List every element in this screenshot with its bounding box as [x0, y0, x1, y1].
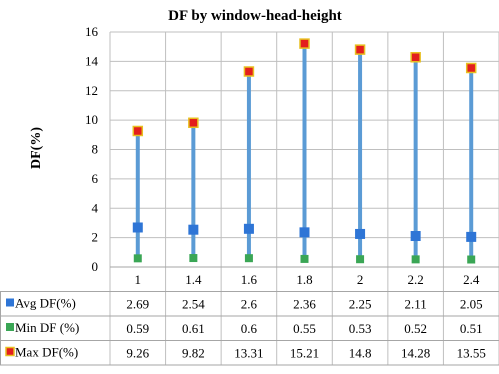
table-cell: 2.11: [405, 297, 427, 312]
table-cell: 2.36: [293, 297, 316, 312]
table-row-label: Max DF(%): [15, 345, 78, 360]
range-bars: [135, 43, 474, 260]
max-marker: [410, 52, 421, 63]
table-cell: 13.55: [457, 346, 486, 361]
table-cell: 9.26: [126, 346, 149, 361]
y-tick-label: 2: [92, 230, 99, 245]
avg-marker: [243, 223, 254, 234]
data-table: 1 1.4 1.6 1.8 2 2.2 2.4 Avg DF(%) 2.69 2.54 2.6 2.3…: [0, 266, 499, 366]
y-tick-label: 14: [85, 53, 99, 68]
table-cell: 2.69: [126, 297, 149, 312]
table-cell: 9.82: [182, 346, 205, 361]
max-marker: [132, 125, 144, 137]
x-tick-label: 2.2: [408, 272, 424, 287]
table-cell: 0.51: [460, 321, 483, 336]
min-marker: [300, 254, 309, 263]
min-marker: [133, 254, 142, 263]
x-tick-label: 1: [135, 272, 142, 287]
table-cell: 0.52: [404, 321, 427, 336]
avg-marker: [466, 231, 477, 242]
y-tick-label: 0: [92, 259, 99, 274]
min-marker: [356, 255, 365, 264]
table-cell: 14.28: [401, 346, 430, 361]
x-tick-label: 1.4: [185, 272, 202, 287]
y-tick-label: 12: [85, 83, 98, 98]
table-cell: 13.31: [234, 346, 263, 361]
legend-swatch: [6, 323, 14, 331]
table-cell: 0.53: [349, 321, 372, 336]
table-cell: 0.59: [126, 321, 149, 336]
min-marker: [411, 255, 420, 264]
y-tick-label: 4: [92, 200, 99, 215]
legend-swatch: [5, 346, 15, 357]
avg-marker: [410, 231, 421, 242]
y-tick-label: 6: [92, 171, 99, 186]
table-cell: 0.55: [293, 321, 316, 336]
table-cell: 15.21: [290, 346, 319, 361]
x-tick-label: 1.6: [241, 272, 258, 287]
x-tick-label: 1.8: [296, 272, 312, 287]
y-tick-label: 8: [92, 142, 99, 157]
min-marker: [244, 254, 253, 263]
x-tick-label: 2: [357, 272, 364, 287]
y-axis-label: DF(%): [29, 127, 44, 169]
avg-marker: [188, 224, 199, 235]
y-ticks: 0 2 4 6 8 10 12 14 16: [85, 24, 99, 274]
table-cell: 2.25: [349, 297, 372, 312]
max-marker: [354, 44, 366, 55]
min-marker: [189, 254, 198, 263]
avg-marker: [132, 222, 143, 233]
legend-swatch: [6, 298, 14, 307]
table-cell: 2.6: [241, 297, 258, 312]
table-cell: 2.05: [460, 297, 483, 312]
table-cell: 0.6: [241, 321, 258, 336]
table-row-label: Min DF (%): [15, 320, 79, 335]
max-marker: [243, 66, 255, 77]
y-tick-label: 10: [85, 112, 98, 127]
avg-marker: [299, 227, 310, 238]
table-cell: 2.54: [182, 297, 205, 312]
markers: [132, 38, 477, 264]
min-marker: [467, 255, 476, 264]
max-marker: [465, 62, 477, 74]
chart-title: DF by window-head-height: [168, 8, 342, 24]
y-tick-label: 16: [85, 24, 99, 39]
x-tick-label: 2.4: [463, 272, 480, 287]
table-row-label: Avg DF(%): [15, 296, 76, 311]
table-cell: 14.8: [349, 346, 372, 361]
table-cell: 0.61: [182, 321, 205, 336]
max-marker: [299, 38, 310, 49]
max-marker: [188, 117, 199, 129]
avg-marker: [355, 228, 366, 239]
